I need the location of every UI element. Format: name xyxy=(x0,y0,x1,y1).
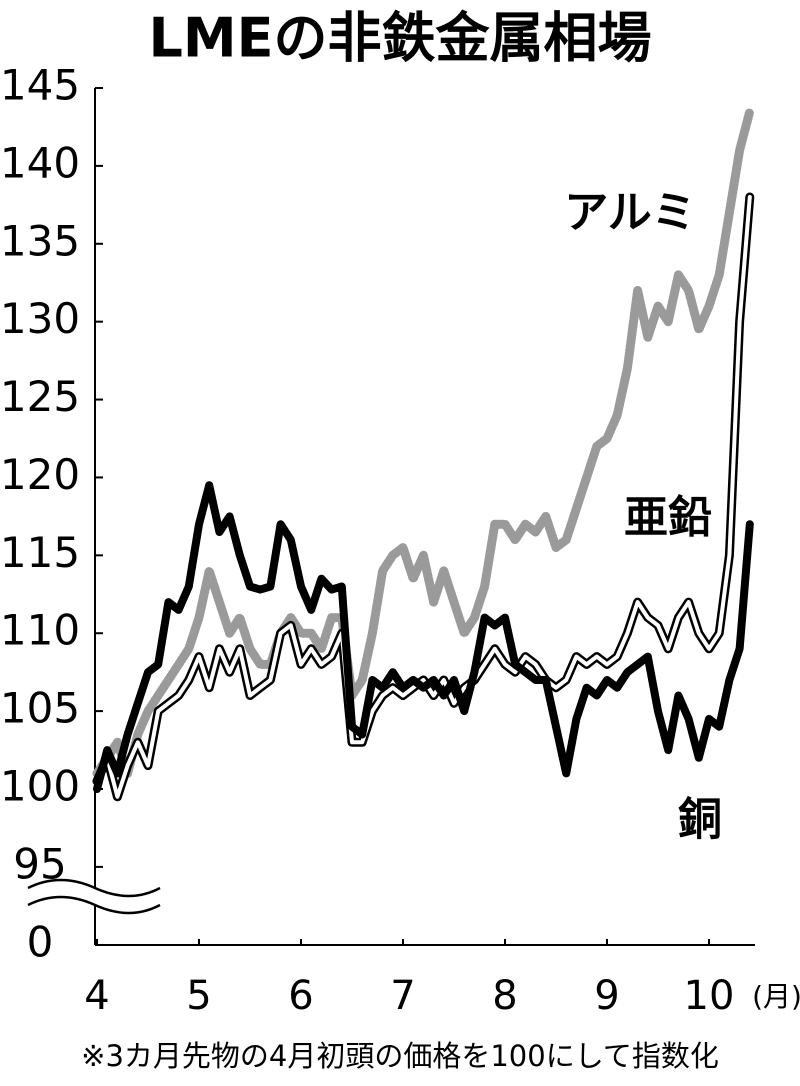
y-tick-label: 110 xyxy=(0,606,80,655)
y-tick-label: 105 xyxy=(0,684,80,733)
x-tick-label: 8 xyxy=(492,973,517,1019)
x-tick-label: 7 xyxy=(390,973,415,1019)
axis-break-line xyxy=(27,895,161,915)
x-tick-label: 5 xyxy=(186,973,211,1019)
x-tick-label: 6 xyxy=(288,973,313,1019)
chart-title: LMEの非鉄金属相場 xyxy=(148,7,651,70)
y-tick-label: 125 xyxy=(0,372,80,421)
y-tick-label: 145 xyxy=(0,61,80,110)
y-tick-label: 115 xyxy=(0,528,80,577)
y-tick-label: 100 xyxy=(0,762,80,811)
x-tick-label: 4 xyxy=(84,973,109,1019)
series-line xyxy=(93,481,754,793)
series-line xyxy=(95,195,752,799)
footnote: ※3カ月先物の4月初頭の価格を100にして指数化 xyxy=(81,1039,719,1073)
series-label: 亜鉛 xyxy=(624,492,712,543)
axis-break xyxy=(28,880,160,913)
y-tick-label: 135 xyxy=(0,216,80,265)
series-label: 銅 xyxy=(678,794,722,845)
y-tick-label: 140 xyxy=(0,138,80,187)
series-line xyxy=(92,106,755,778)
x-unit: (月) xyxy=(752,980,800,1013)
x-tick-label: 10 xyxy=(684,973,735,1019)
axis-break-line xyxy=(27,878,161,898)
series-label: アルミ xyxy=(564,187,696,238)
y-tick-label: 120 xyxy=(0,450,80,499)
y-break-label: 0 xyxy=(27,918,54,967)
y-tick-label: 130 xyxy=(0,294,80,343)
x-tick-label: 9 xyxy=(594,973,619,1019)
